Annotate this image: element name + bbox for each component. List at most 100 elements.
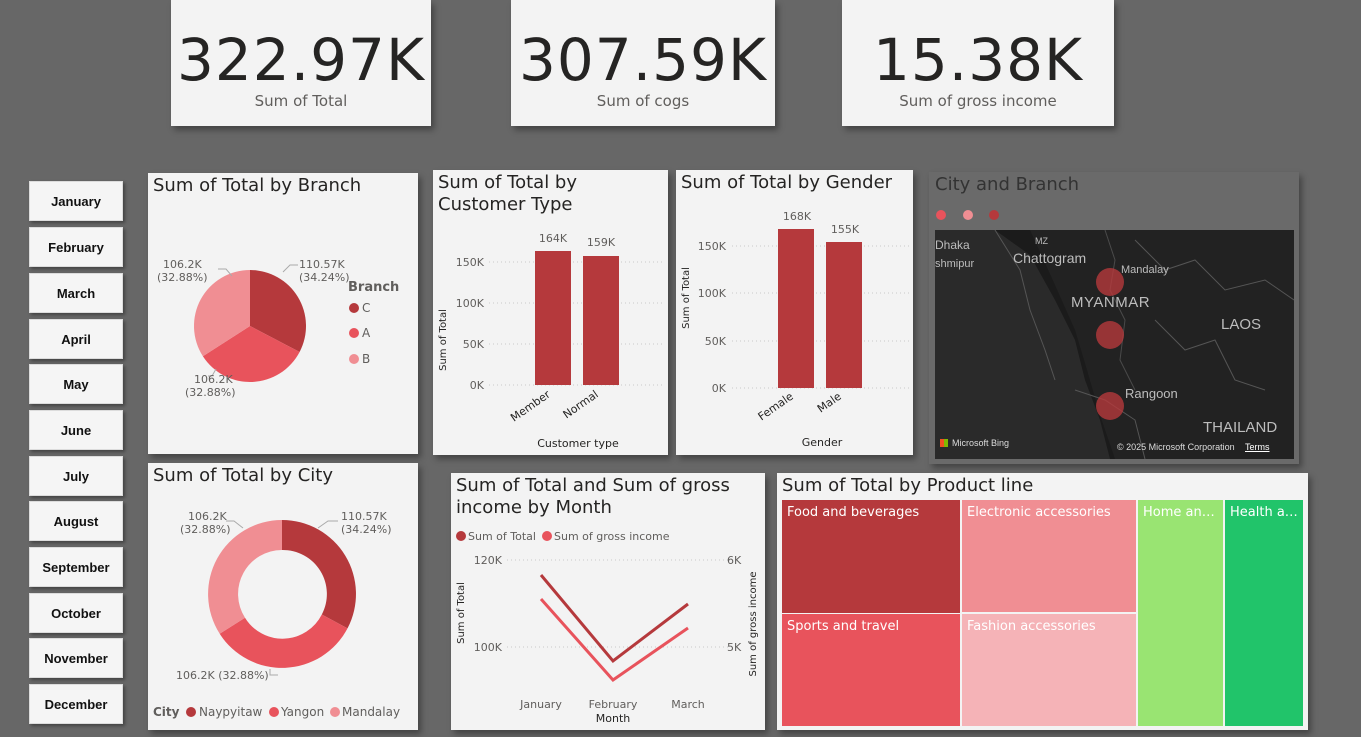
branch-pie-svg: 110.57K (34.24%) 106.2K (32.88%) 106.2K … bbox=[157, 258, 399, 399]
x-tick: Male bbox=[815, 390, 844, 416]
legend-item-mandalay[interactable]: Mandalay bbox=[342, 705, 400, 719]
map-bubble-mandalay[interactable] bbox=[1096, 268, 1124, 296]
x-tick: February bbox=[589, 698, 638, 711]
map-canvas[interactable]: Dhaka MZ shmipur Chattogram Mandalay MYA… bbox=[935, 230, 1294, 459]
month-button-march[interactable]: March bbox=[29, 273, 123, 313]
map-place: LAOS bbox=[1221, 316, 1262, 333]
month-button-june[interactable]: June bbox=[29, 410, 123, 450]
city-donut-chart[interactable]: Sum of Total by City 110.57K (34.24%) 10… bbox=[148, 463, 418, 730]
kpi-value: 15.38K bbox=[872, 26, 1084, 94]
label-c-pct: (34.24%) bbox=[299, 271, 350, 284]
label-mandalay-pct: (32.88%) bbox=[180, 523, 231, 536]
legend-item-yangon[interactable]: Yangon bbox=[280, 705, 324, 719]
product-line-treemap[interactable]: Sum of Total by Product line Food and be… bbox=[777, 473, 1308, 730]
pie-slice-b[interactable] bbox=[193, 270, 250, 357]
bar-normal[interactable] bbox=[583, 256, 619, 385]
donut-slice-mandalay[interactable] bbox=[208, 520, 282, 634]
customer-type-bar-chart[interactable]: Sum of Total by Customer Type 150K 100K … bbox=[433, 170, 668, 455]
x-tick: March bbox=[671, 698, 705, 711]
branch-pie-chart[interactable]: Sum of Total by Branch 110.57K (34.24%) … bbox=[148, 173, 418, 454]
map-place: Rangoon bbox=[1125, 386, 1178, 401]
chart-title-line-1: Sum of Total by bbox=[438, 172, 577, 193]
bar-male[interactable] bbox=[826, 242, 862, 388]
line-sum-of-total[interactable] bbox=[539, 574, 689, 664]
month-button-october[interactable]: October bbox=[29, 593, 123, 633]
chart-title: Sum of Total by Gender bbox=[681, 172, 893, 193]
donut-slice-naypyitaw[interactable] bbox=[282, 520, 356, 629]
bar-female[interactable] bbox=[778, 229, 814, 388]
legend-item-b[interactable]: B bbox=[362, 352, 370, 366]
x-tick: Female bbox=[756, 390, 796, 424]
legend-item-total[interactable]: Sum of Total bbox=[468, 530, 536, 543]
chart-title-line-1: Sum of Total and Sum of gross bbox=[456, 475, 730, 496]
kpi-value: 322.97K bbox=[177, 26, 425, 94]
y-tick: 0K bbox=[712, 382, 727, 395]
legend-item-c[interactable]: C bbox=[362, 301, 370, 315]
bing-logo-icon bbox=[940, 439, 948, 447]
legend-marker bbox=[186, 707, 196, 717]
map-shapes bbox=[935, 230, 1294, 459]
month-button-november[interactable]: November bbox=[29, 638, 123, 678]
y-tick-right: 5K bbox=[727, 641, 742, 654]
label-c-value: 110.57K bbox=[299, 258, 345, 271]
month-button-july[interactable]: July bbox=[29, 456, 123, 496]
city-donut-svg: 110.57K (34.24%) 106.2K (32.88%) 106.2K … bbox=[153, 510, 400, 719]
map-terms-link[interactable]: Terms bbox=[1245, 442, 1270, 452]
map-legend-dot bbox=[989, 210, 999, 220]
donut-slice-yangon[interactable] bbox=[219, 614, 348, 668]
map-bubble-yangon[interactable] bbox=[1096, 392, 1124, 420]
treemap-cell-fashion[interactable]: Fashion accessories bbox=[962, 614, 1136, 726]
y-tick-left: 120K bbox=[474, 554, 503, 567]
month-button-may[interactable]: May bbox=[29, 364, 123, 404]
month-button-january[interactable]: January bbox=[29, 181, 123, 221]
gender-bar-chart[interactable]: Sum of Total by Gender 150K 100K 50K 0K … bbox=[676, 170, 913, 455]
treemap-cell-electronic[interactable]: Electronic accessories bbox=[962, 500, 1136, 612]
label-a-pct: (32.88%) bbox=[185, 386, 236, 399]
month-line-chart[interactable]: Sum of Total and Sum of gross income by … bbox=[451, 473, 765, 730]
month-button-august[interactable]: August bbox=[29, 501, 123, 541]
legend-item-gross[interactable]: Sum of gross income bbox=[554, 530, 670, 543]
gender-bar-svg: 150K 100K 50K 0K Sum of Total 168K 155K … bbox=[681, 210, 910, 449]
map-bubble-naypyitaw[interactable] bbox=[1096, 321, 1124, 349]
month-button-december[interactable]: December bbox=[29, 684, 123, 724]
legend-item-naypyitaw[interactable]: Naypyitaw bbox=[199, 705, 263, 719]
legend-marker-a bbox=[349, 328, 359, 338]
treemap-cell-sports[interactable]: Sports and travel bbox=[782, 614, 960, 726]
month-button-april[interactable]: April bbox=[29, 319, 123, 359]
kpi-value: 307.59K bbox=[519, 26, 767, 94]
y-tick: 150K bbox=[456, 256, 485, 269]
treemap-cell-health[interactable]: Health an... bbox=[1225, 500, 1303, 726]
map-place: MYANMAR bbox=[1071, 294, 1151, 311]
customer-bar-svg: 150K 100K 50K 0K Sum of Total 164K 159K … bbox=[438, 232, 665, 450]
map-place: Chattogram bbox=[1013, 250, 1087, 266]
x-tick: Normal bbox=[561, 388, 601, 421]
bar-member[interactable] bbox=[535, 251, 571, 385]
treemap-cell-home[interactable]: Home and ... bbox=[1138, 500, 1223, 726]
label-naypyitaw-pct: (34.24%) bbox=[341, 523, 392, 536]
x-axis-label: Gender bbox=[802, 436, 843, 449]
pie-slice-c[interactable] bbox=[250, 270, 307, 352]
y-tick: 0K bbox=[470, 379, 485, 392]
pie-slice-a[interactable] bbox=[202, 326, 300, 383]
x-tick: January bbox=[519, 698, 562, 711]
data-label: 159K bbox=[587, 236, 616, 249]
map-title: City and Branch bbox=[935, 174, 1080, 195]
line-gross-income[interactable] bbox=[539, 598, 689, 682]
map-place: shmipur bbox=[935, 258, 975, 270]
legend-marker bbox=[269, 707, 279, 717]
month-button-february[interactable]: February bbox=[29, 227, 123, 267]
kpi-card-gross-income: 15.38K Sum of gross income bbox=[842, 0, 1114, 126]
chart-title-line-2: Customer Type bbox=[438, 194, 573, 215]
legend-marker-c bbox=[349, 303, 359, 313]
legend-item-a[interactable]: A bbox=[362, 326, 371, 340]
map-place: Mandalay bbox=[1121, 264, 1169, 276]
map-place: Dhaka bbox=[935, 238, 970, 252]
label-a-value: 106.2K bbox=[194, 373, 233, 386]
map-legend-dot bbox=[963, 210, 973, 220]
month-button-september[interactable]: September bbox=[29, 547, 123, 587]
month-line-svg: Sum of Total Sum of gross income 120K 10… bbox=[456, 530, 759, 725]
y-tick-left: 100K bbox=[474, 641, 503, 654]
label-b-pct: (32.88%) bbox=[157, 271, 208, 284]
label-mandalay-value: 106.2K bbox=[188, 510, 227, 523]
treemap-cell-food[interactable]: Food and beverages bbox=[782, 500, 960, 613]
